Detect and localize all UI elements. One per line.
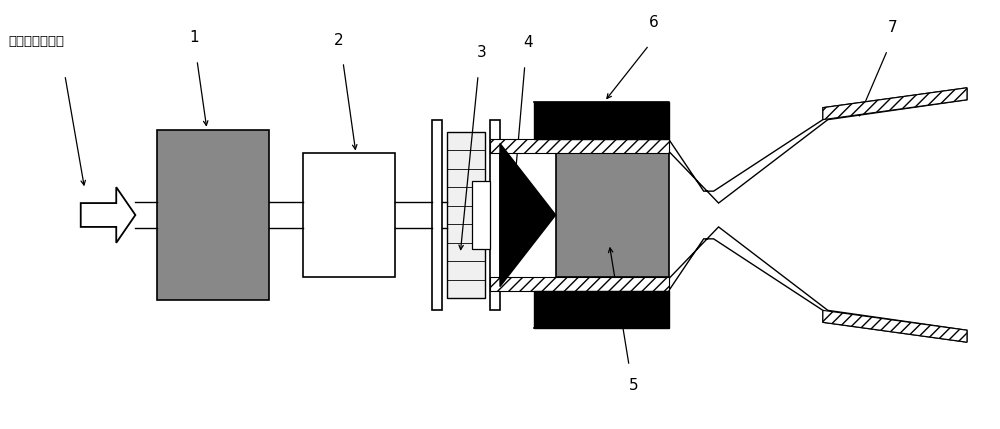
Text: 1: 1 bbox=[189, 30, 199, 45]
Polygon shape bbox=[500, 143, 556, 287]
Text: 3: 3 bbox=[477, 45, 487, 60]
Text: 4: 4 bbox=[523, 35, 533, 50]
Bar bbox=[447, 132, 485, 299]
Text: 6: 6 bbox=[649, 15, 659, 30]
Polygon shape bbox=[823, 88, 967, 120]
Polygon shape bbox=[823, 310, 967, 342]
Text: 5: 5 bbox=[629, 378, 639, 393]
Bar bbox=[157, 130, 269, 300]
Bar bbox=[534, 102, 669, 139]
Bar bbox=[490, 120, 500, 310]
Text: 2: 2 bbox=[334, 33, 344, 48]
Bar bbox=[490, 277, 669, 290]
Text: 7: 7 bbox=[888, 20, 897, 35]
Polygon shape bbox=[81, 187, 135, 243]
Polygon shape bbox=[669, 88, 967, 203]
Bar bbox=[472, 181, 490, 249]
Bar bbox=[303, 154, 395, 277]
Bar bbox=[556, 139, 669, 277]
Polygon shape bbox=[669, 227, 967, 342]
Bar bbox=[490, 139, 669, 154]
Text: 推进剂流动方向: 推进剂流动方向 bbox=[8, 35, 64, 48]
Bar bbox=[534, 290, 669, 328]
Bar bbox=[432, 120, 442, 310]
